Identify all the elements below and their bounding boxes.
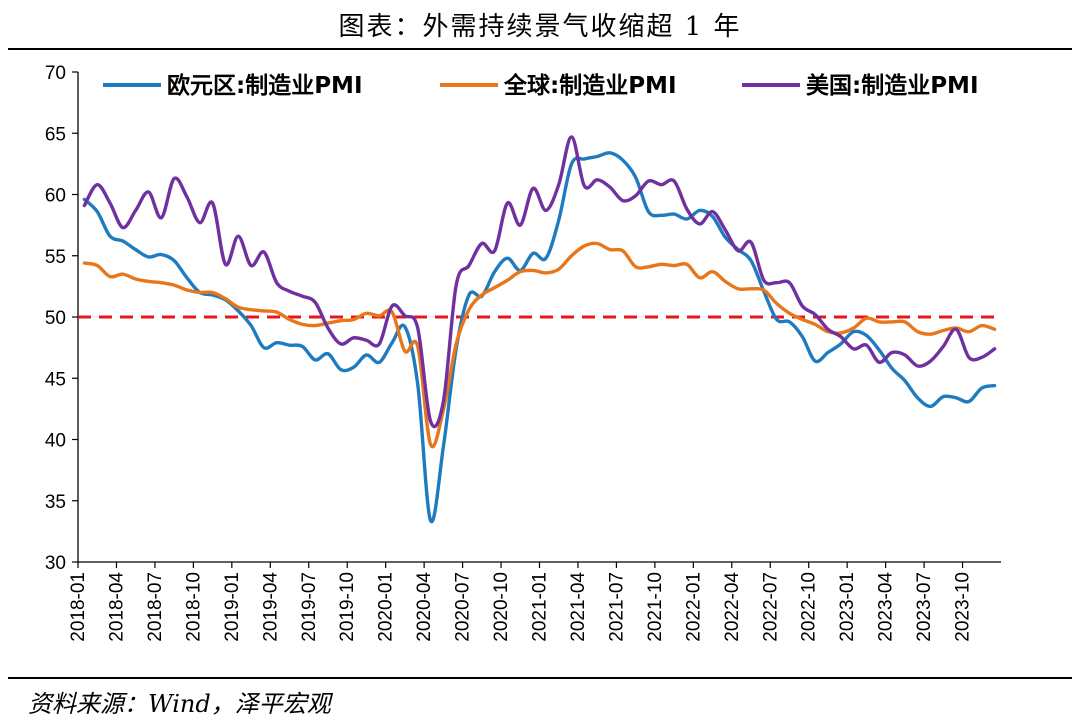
x-tick-label: 2022-07 bbox=[760, 572, 781, 642]
y-tick-label: 45 bbox=[45, 369, 66, 390]
y-tick-label: 60 bbox=[45, 186, 66, 207]
x-tick-label: 2018-01 bbox=[68, 572, 89, 642]
x-tick-label: 2023-01 bbox=[837, 572, 858, 642]
y-tick-label: 40 bbox=[45, 431, 66, 452]
x-tick-label: 2019-10 bbox=[337, 572, 358, 642]
x-tick-label: 2023-10 bbox=[953, 572, 974, 642]
x-tick-label: 2020-10 bbox=[491, 572, 512, 642]
x-tick-label: 2019-07 bbox=[299, 572, 320, 642]
x-tick-label: 2022-10 bbox=[799, 572, 820, 642]
legend-item-eurozone: 欧元区:制造业PMI bbox=[103, 73, 363, 99]
legend-item-global: 全球:制造业PMI bbox=[440, 72, 677, 99]
eurozone-pmi-line bbox=[82, 151, 997, 524]
us-pmi-line bbox=[82, 135, 997, 429]
x-tick-label: 2019-04 bbox=[260, 572, 281, 642]
x-tick-label: 2019-01 bbox=[222, 572, 243, 642]
title-divider bbox=[8, 48, 1072, 50]
x-tick-label: 2021-07 bbox=[606, 572, 627, 642]
x-tick-label: 2022-04 bbox=[722, 572, 743, 642]
global-pmi-line bbox=[82, 241, 997, 449]
legend-label: 全球:制造业PMI bbox=[503, 72, 677, 99]
x-tick-label: 2023-04 bbox=[876, 572, 897, 642]
y-tick-label: 50 bbox=[45, 308, 66, 329]
chart-title: 图表：外需持续景气收缩超 1 年 bbox=[338, 12, 742, 42]
y-tick-label: 65 bbox=[45, 124, 66, 145]
source-divider bbox=[8, 677, 1072, 679]
x-tick-label: 2018-04 bbox=[106, 572, 127, 642]
x-tick-label: 2018-10 bbox=[183, 572, 204, 642]
y-tick-label: 35 bbox=[45, 492, 66, 513]
x-tick-label: 2023-07 bbox=[914, 572, 935, 642]
x-tick-label: 2020-01 bbox=[376, 572, 397, 642]
y-tick-label: 55 bbox=[45, 247, 66, 268]
x-tick-label: 2021-01 bbox=[530, 572, 551, 642]
axes: 30 35 40 45 50 55 60 65 70 2018-01 2018-04 2018-07 2… bbox=[45, 63, 1001, 642]
x-tick-label: 2021-10 bbox=[645, 572, 666, 642]
legend: 欧元区:制造业PMI 全球:制造业PMI 美国:制造业PMI bbox=[103, 72, 979, 99]
legend-label: 美国:制造业PMI bbox=[806, 72, 979, 99]
series-group bbox=[82, 135, 997, 524]
y-tick-label: 30 bbox=[45, 553, 66, 574]
x-tick-label: 2021-04 bbox=[568, 572, 589, 642]
source-note: 资料来源：Wind，泽平宏观 bbox=[28, 690, 331, 718]
x-tick-label: 2018-07 bbox=[145, 572, 166, 642]
legend-item-us: 美国:制造业PMI bbox=[742, 72, 979, 99]
y-tick-label: 70 bbox=[45, 63, 66, 84]
x-tick-label: 2020-07 bbox=[453, 572, 474, 642]
legend-label: 欧元区:制造业PMI bbox=[167, 73, 363, 99]
x-tick-label: 2020-04 bbox=[414, 572, 435, 642]
x-tick-label: 2022-01 bbox=[683, 572, 704, 642]
